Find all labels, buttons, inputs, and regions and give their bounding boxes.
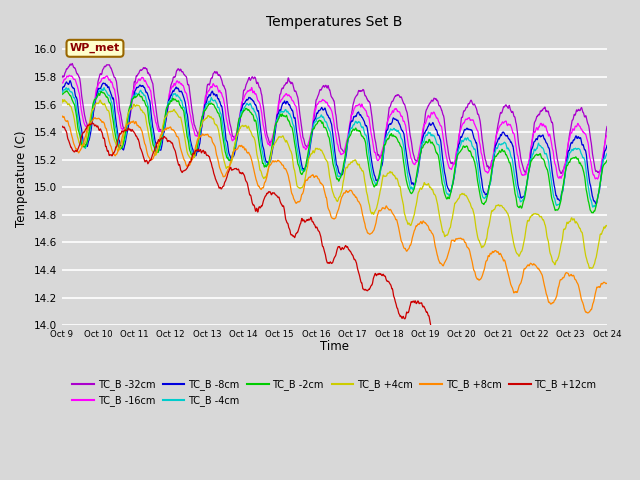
TC_B -8cm bbox=[92, 95, 100, 101]
X-axis label: Time: Time bbox=[320, 340, 349, 353]
TC_B +4cm bbox=[435, 207, 442, 213]
TC_B +4cm bbox=[603, 223, 611, 228]
TC_B +12cm bbox=[123, 128, 131, 134]
TC_B +4cm bbox=[479, 244, 487, 250]
TC_B -8cm bbox=[603, 143, 611, 148]
TC_B +12cm bbox=[58, 123, 65, 129]
TC_B -16cm bbox=[435, 119, 442, 124]
Line: TC_B -8cm: TC_B -8cm bbox=[61, 81, 607, 204]
TC_B -8cm bbox=[479, 186, 487, 192]
TC_B -8cm bbox=[124, 129, 131, 134]
TC_B -32cm bbox=[435, 102, 442, 108]
TC_B -4cm bbox=[124, 123, 131, 129]
TC_B +8cm bbox=[124, 121, 131, 127]
TC_B -8cm bbox=[67, 78, 74, 84]
TC_B +4cm bbox=[124, 114, 131, 120]
TC_B -2cm bbox=[62, 88, 70, 94]
TC_B -8cm bbox=[58, 89, 65, 95]
TC_B +8cm bbox=[58, 113, 66, 119]
TC_B -16cm bbox=[124, 120, 131, 126]
TC_B +8cm bbox=[123, 122, 131, 128]
TC_B -16cm bbox=[603, 133, 611, 139]
Y-axis label: Temperature (C): Temperature (C) bbox=[15, 131, 28, 228]
TC_B -4cm bbox=[58, 90, 65, 96]
TC_B -4cm bbox=[589, 204, 596, 210]
TC_B -32cm bbox=[124, 125, 131, 131]
TC_B -16cm bbox=[92, 86, 100, 92]
TC_B -4cm bbox=[123, 128, 131, 133]
TC_B -2cm bbox=[92, 96, 100, 101]
TC_B +12cm bbox=[435, 343, 442, 348]
TC_B +4cm bbox=[92, 100, 100, 106]
Line: TC_B +12cm: TC_B +12cm bbox=[61, 123, 607, 435]
TC_B -16cm bbox=[65, 72, 73, 78]
TC_B -32cm bbox=[227, 127, 235, 132]
TC_B -32cm bbox=[557, 170, 565, 176]
TC_B -4cm bbox=[227, 156, 235, 162]
TC_B +4cm bbox=[227, 159, 235, 165]
TC_B +12cm bbox=[88, 120, 96, 126]
TC_B +12cm bbox=[479, 353, 487, 359]
Line: TC_B -4cm: TC_B -4cm bbox=[61, 88, 607, 207]
TC_B -2cm bbox=[124, 117, 131, 123]
Line: TC_B +4cm: TC_B +4cm bbox=[61, 99, 607, 268]
Line: TC_B -16cm: TC_B -16cm bbox=[61, 75, 607, 179]
TC_B +12cm bbox=[580, 432, 588, 438]
TC_B -32cm bbox=[603, 124, 611, 130]
TC_B +12cm bbox=[124, 127, 131, 133]
TC_B -4cm bbox=[100, 85, 108, 91]
TC_B +12cm bbox=[227, 167, 235, 172]
TC_B +8cm bbox=[92, 116, 100, 121]
TC_B -32cm bbox=[58, 75, 65, 81]
TC_B -8cm bbox=[227, 156, 235, 162]
TC_B -2cm bbox=[435, 154, 442, 160]
TC_B -16cm bbox=[479, 158, 487, 164]
TC_B +8cm bbox=[435, 257, 442, 263]
TC_B -32cm bbox=[479, 142, 487, 148]
TC_B +4cm bbox=[58, 100, 65, 106]
TC_B +4cm bbox=[59, 96, 67, 102]
TC_B -2cm bbox=[589, 210, 596, 216]
TC_B -16cm bbox=[58, 80, 65, 86]
TC_B -8cm bbox=[123, 132, 131, 138]
Text: WP_met: WP_met bbox=[70, 43, 120, 53]
TC_B +12cm bbox=[92, 123, 100, 129]
TC_B -4cm bbox=[435, 142, 442, 147]
TC_B +8cm bbox=[227, 157, 235, 163]
TC_B -2cm bbox=[123, 122, 131, 128]
TC_B +8cm bbox=[58, 113, 65, 119]
TC_B -4cm bbox=[92, 96, 100, 101]
TC_B -2cm bbox=[479, 201, 487, 206]
TC_B -2cm bbox=[227, 157, 235, 163]
TC_B -4cm bbox=[479, 194, 487, 200]
TC_B -8cm bbox=[593, 201, 600, 207]
Line: TC_B -2cm: TC_B -2cm bbox=[61, 91, 607, 213]
TC_B -16cm bbox=[123, 122, 131, 128]
Title: Temperatures Set B: Temperatures Set B bbox=[266, 15, 403, 29]
TC_B -32cm bbox=[92, 94, 100, 99]
Line: TC_B +8cm: TC_B +8cm bbox=[61, 116, 607, 313]
Legend: TC_B -32cm, TC_B -16cm, TC_B -8cm, TC_B -4cm, TC_B -2cm, TC_B +4cm, TC_B +8cm, T: TC_B -32cm, TC_B -16cm, TC_B -8cm, TC_B … bbox=[68, 375, 600, 410]
TC_B -2cm bbox=[603, 157, 611, 163]
TC_B -32cm bbox=[68, 60, 76, 66]
TC_B -16cm bbox=[227, 134, 235, 140]
TC_B +8cm bbox=[603, 280, 611, 286]
TC_B -4cm bbox=[603, 151, 611, 156]
TC_B +12cm bbox=[603, 415, 611, 421]
TC_B +4cm bbox=[123, 117, 131, 123]
TC_B +8cm bbox=[479, 271, 487, 276]
TC_B +4cm bbox=[586, 265, 593, 271]
TC_B -32cm bbox=[123, 127, 131, 132]
TC_B +8cm bbox=[584, 310, 591, 316]
Line: TC_B -32cm: TC_B -32cm bbox=[61, 63, 607, 173]
TC_B -8cm bbox=[435, 132, 442, 138]
TC_B -2cm bbox=[58, 92, 65, 97]
TC_B -16cm bbox=[594, 176, 602, 182]
